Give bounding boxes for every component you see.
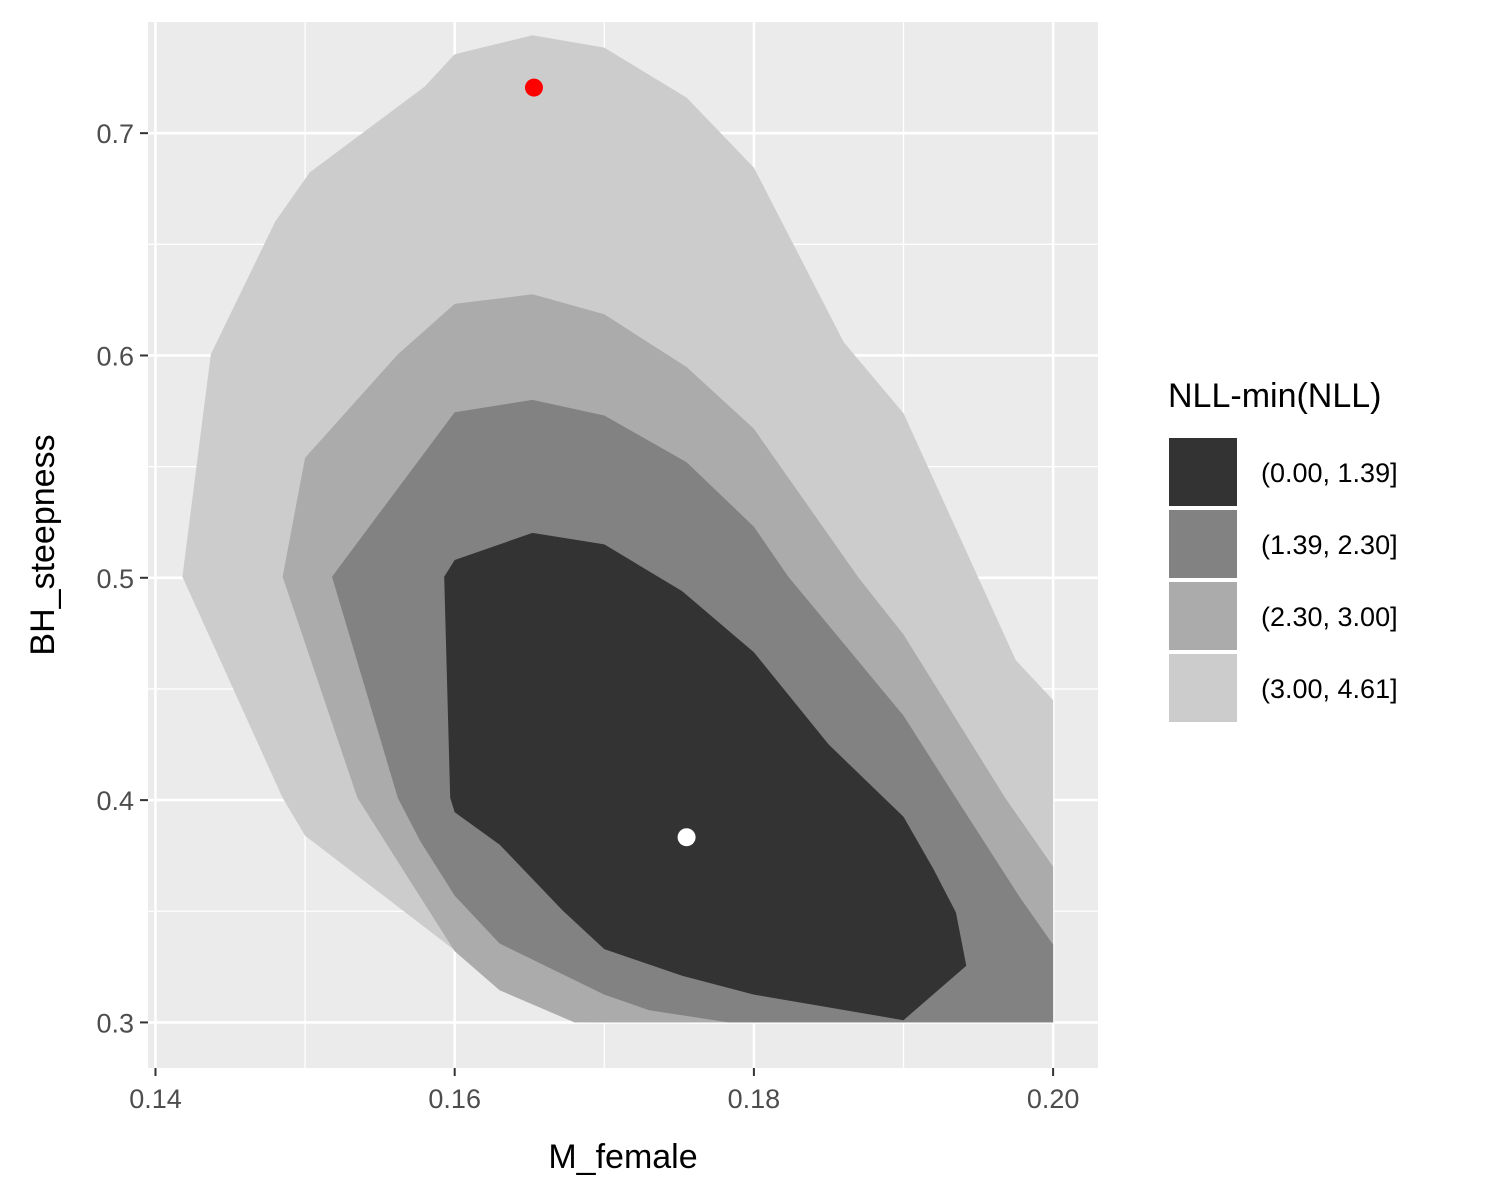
legend-title: NLL-min(NLL) xyxy=(1168,377,1382,415)
y-axis-title: BH_steepness xyxy=(24,434,62,655)
x-tick-label: 0.14 xyxy=(129,1084,182,1114)
x-axis-title: M_female xyxy=(548,1138,697,1176)
marker-points xyxy=(524,78,696,847)
legend-key xyxy=(1167,436,1239,508)
y-tick-label: 0.6 xyxy=(96,341,134,371)
legend-key xyxy=(1167,652,1239,724)
legend: NLL-min(NLL) (0.00, 1.39] (1.39, 2.30] (2.… xyxy=(1167,377,1398,724)
y-tick-label: 0.5 xyxy=(96,564,134,594)
y-tick-label: 0.4 xyxy=(96,786,134,816)
legend-label: (2.30, 3.00] xyxy=(1261,602,1398,632)
legend-label: (0.00, 1.39] xyxy=(1261,458,1398,488)
x-axis: 0.14 0.16 0.18 0.20 xyxy=(129,1068,1079,1114)
legend-label: (3.00, 4.61] xyxy=(1261,674,1398,704)
marker-point xyxy=(524,78,543,97)
y-tick-label: 0.3 xyxy=(96,1008,134,1038)
legend-keys: (0.00, 1.39] (1.39, 2.30] (2.30, 3.00] (3.0… xyxy=(1167,436,1398,724)
marker-point xyxy=(677,828,696,847)
contour-bands xyxy=(182,35,1054,1023)
contour-band xyxy=(444,532,967,1021)
legend-label: (1.39, 2.30] xyxy=(1261,530,1398,560)
y-tick-label: 0.7 xyxy=(96,119,134,149)
y-axis: 0.3 0.4 0.5 0.6 0.7 xyxy=(96,119,148,1038)
x-tick-label: 0.16 xyxy=(428,1084,481,1114)
legend-key xyxy=(1167,580,1239,652)
legend-key xyxy=(1167,508,1239,580)
x-tick-label: 0.18 xyxy=(728,1084,781,1114)
x-tick-label: 0.20 xyxy=(1027,1084,1080,1114)
